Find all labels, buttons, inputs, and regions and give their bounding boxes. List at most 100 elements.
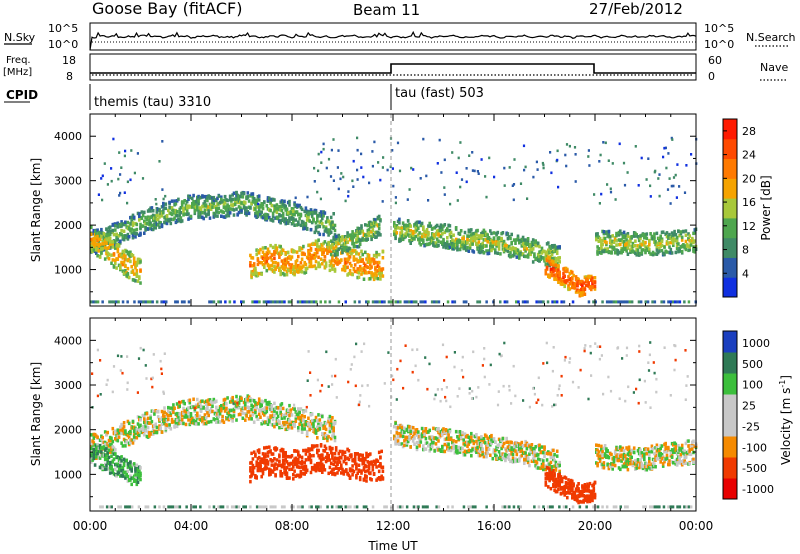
noise-cell: [485, 505, 488, 509]
nsearch-trace-dot: [659, 41, 660, 43]
nsearch-trace-dot: [491, 41, 492, 43]
echo-cell: [129, 440, 132, 445]
echo-cell: [314, 415, 318, 420]
freq-label-line2: [MHz]: [3, 67, 32, 78]
sparse-echo: [103, 162, 106, 165]
echo-cell: [285, 460, 289, 464]
noise-cell: [260, 505, 263, 509]
nsearch-trace-dot: [182, 41, 183, 43]
echo-cell: [308, 456, 311, 460]
nsearch-trace-dot: [110, 41, 111, 43]
echo-cell: [334, 234, 338, 239]
echo-cell: [655, 231, 659, 236]
nsearch-trace-dot: [98, 41, 99, 43]
echo-cell: [616, 249, 620, 253]
echo-cell: [310, 213, 314, 217]
echo-cell: [626, 245, 630, 250]
noise-cell: [167, 505, 170, 509]
echo-cell: [189, 214, 193, 219]
echo-cell: [102, 244, 106, 248]
echo-cell: [429, 224, 433, 228]
echo-cell: [356, 267, 359, 271]
echo-cell: [321, 414, 324, 419]
echo-cell: [108, 450, 112, 454]
echo-cell: [285, 272, 289, 277]
echo-cell: [598, 236, 602, 241]
echo-cell: [534, 239, 537, 243]
noise-cell: [180, 300, 184, 304]
echo-cell: [220, 409, 223, 413]
echo-cell: [108, 471, 112, 475]
sparse-echo: [669, 202, 672, 205]
echo-cell: [567, 284, 570, 288]
echo-cell: [96, 452, 99, 456]
echo-cell: [111, 240, 115, 244]
echo-cell: [562, 271, 565, 276]
echo-cell: [333, 460, 337, 464]
sparse-echo: [164, 194, 167, 198]
echo-cell: [261, 246, 265, 250]
echo-cell: [318, 245, 322, 249]
noise-cell: [374, 300, 377, 304]
power-colorbar-swatch: [723, 158, 737, 179]
echo-cell: [187, 406, 190, 410]
echo-cell: [307, 250, 310, 255]
echo-cell: [298, 203, 301, 208]
echo-cell: [269, 255, 272, 260]
echo-cell: [107, 455, 111, 460]
echo-cell: [334, 466, 338, 470]
echo-cell: [250, 407, 253, 412]
echo-cell: [266, 247, 270, 251]
echo-cell: [126, 220, 130, 225]
nsearch-trace-dot: [572, 41, 573, 43]
echo-cell: [135, 463, 139, 467]
echo-cell: [333, 421, 337, 425]
nsearch-trace-dot: [113, 41, 114, 43]
echo-cell: [331, 221, 334, 225]
echo-cell: [169, 413, 173, 418]
echo-cell: [108, 232, 112, 237]
echo-cell: [524, 254, 527, 259]
echo-cell: [324, 446, 328, 451]
noise-cell: [560, 300, 563, 304]
noise-cell: [644, 300, 647, 304]
echo-cell: [658, 246, 661, 251]
noise-cell: [90, 300, 93, 304]
echo-cell: [377, 214, 381, 219]
sparse-echo: [154, 198, 157, 201]
echo-cell: [132, 462, 136, 466]
echo-cell: [131, 213, 135, 218]
echo-cell: [526, 255, 530, 259]
echo-cell: [163, 410, 166, 414]
echo-cell: [244, 403, 247, 407]
echo-cell: [308, 264, 311, 269]
nsearch-trace-dot: [170, 41, 171, 43]
echo-cell: [600, 247, 603, 251]
echo-cell: [247, 410, 251, 414]
sparse-echo: [662, 155, 665, 159]
echo-cell: [93, 229, 97, 233]
echo-cell: [616, 252, 620, 256]
echo-cell: [322, 214, 325, 218]
noise-cell: [367, 300, 370, 304]
echo-cell: [252, 399, 256, 403]
echo-cell: [271, 452, 275, 456]
sparse-echo: [573, 146, 577, 149]
echo-cell: [283, 462, 286, 466]
echo-cell: [220, 407, 223, 411]
echo-cell: [435, 223, 439, 228]
noise-cell: [269, 300, 272, 304]
echo-cell: [297, 426, 300, 430]
echo-cell: [290, 413, 294, 417]
echo-cell: [318, 418, 322, 422]
sparse-echo: [604, 141, 607, 145]
nsearch-trace-dot: [362, 41, 363, 43]
nsearch-trace-dot: [632, 41, 633, 43]
echo-cell: [279, 406, 282, 411]
nsearch-trace-dot: [203, 41, 204, 43]
echo-cell: [502, 239, 506, 244]
echo-cell: [449, 240, 453, 244]
echo-cell: [136, 279, 140, 283]
echo-cell: [630, 235, 633, 239]
